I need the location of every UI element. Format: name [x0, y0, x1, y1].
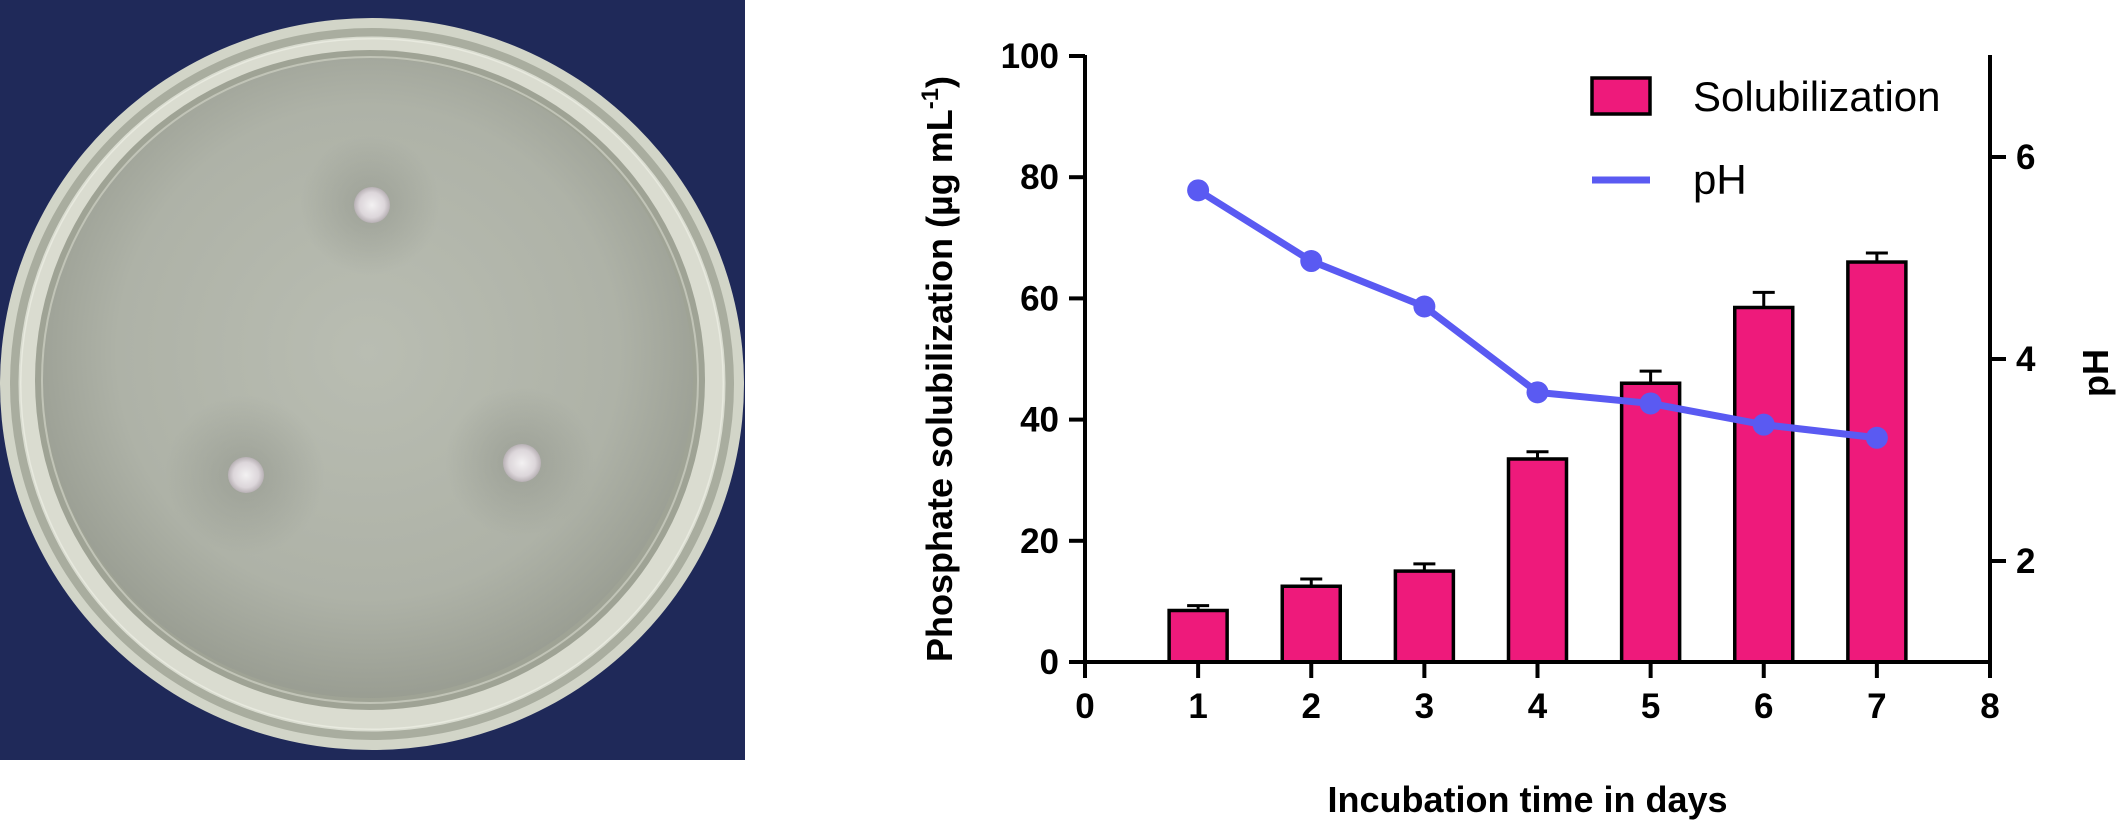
legend-solubilization-label: Solubilization [1693, 73, 1941, 120]
bars-layer [1167, 251, 1908, 664]
bar-day-5 [1619, 381, 1682, 664]
x-tick-label-0: 0 [1075, 687, 1094, 726]
x-tick-label-3: 3 [1415, 687, 1434, 726]
y2-tick-label-2: 2 [2016, 542, 2035, 581]
y-tick-label-60: 60 [1020, 279, 1059, 318]
y2-tick-label-4: 4 [2016, 340, 2036, 379]
x-tick-label-5: 5 [1641, 687, 1660, 726]
x-tick-label-8: 8 [1980, 687, 1999, 726]
x-tick-label-4: 4 [1528, 687, 1548, 726]
legend: Solubilization pH [1590, 73, 1941, 203]
petri-dish-image [0, 0, 745, 760]
bar-day-6 [1733, 305, 1795, 664]
bar-day-7 [1846, 260, 1908, 664]
ph-point-day-6 [1752, 413, 1775, 436]
x-tick-label-1: 1 [1188, 687, 1207, 726]
y2-tick-label-6: 6 [2016, 138, 2035, 177]
ph-point-day-3 [1413, 295, 1436, 318]
bar-day-2 [1280, 584, 1342, 664]
ph-point-day-7 [1865, 426, 1888, 449]
legend-ph-label: pH [1693, 156, 1747, 203]
x-tick-label-2: 2 [1302, 687, 1321, 726]
legend-solubilization-swatch [1590, 76, 1652, 116]
ph-point-day-4 [1526, 381, 1549, 404]
y-tick-label-20: 20 [1020, 522, 1059, 561]
y-tick-label-100: 100 [1001, 37, 1059, 76]
petri-dish-photo [0, 0, 745, 760]
bar-day-3 [1393, 569, 1456, 664]
ph-point-day-2 [1300, 250, 1323, 273]
y-tick-label-40: 40 [1020, 401, 1059, 440]
x-axis-title: Incubation time in days [1327, 779, 1727, 820]
y-axis-title-close: ) [919, 76, 960, 88]
x-tick-label-7: 7 [1867, 687, 1886, 726]
x-tick-label-6: 6 [1754, 687, 1773, 726]
ph-point-day-1 [1187, 179, 1210, 202]
bar-day-4 [1506, 457, 1569, 664]
y-axis-title-main: Phosphate solubilization (µg mL [919, 109, 960, 662]
y2-axis-title: pH [2075, 349, 2116, 397]
y-axis-title-superscript: -1 [917, 88, 944, 109]
bar-day-1 [1167, 608, 1229, 664]
y-tick-label-80: 80 [1020, 158, 1059, 197]
y-axis-title: Phosphate solubilization (µg mL-1) [917, 76, 960, 662]
ph-point-day-5 [1639, 392, 1662, 415]
ph-line-layer [1187, 179, 1888, 449]
y-tick-label-0: 0 [1040, 643, 1059, 682]
